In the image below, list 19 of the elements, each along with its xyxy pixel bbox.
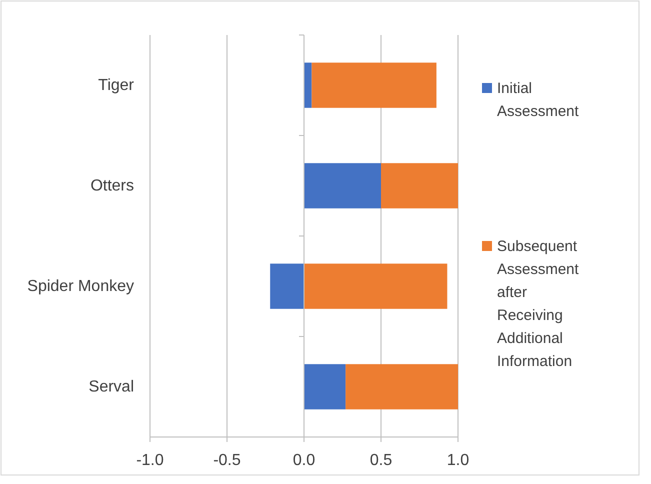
y-tick-label: Spider Monkey [27, 278, 134, 295]
bar [381, 163, 458, 208]
bar [304, 62, 312, 108]
bar [304, 163, 381, 208]
y-tick-label: Tiger [98, 76, 135, 94]
y-tick-label: Otters [90, 177, 134, 194]
x-tick-label: -1.0 [136, 452, 164, 469]
bar [270, 264, 304, 309]
x-tick-label: 1.0 [446, 452, 470, 469]
bar [304, 264, 448, 309]
legend-label: Subsequent Assessment after Receiving Additional Information [497, 237, 580, 370]
x-tick-label: 0.0 [292, 452, 316, 469]
bar [346, 364, 458, 410]
legend-label: Initial Assessment [497, 80, 580, 120]
x-tick-label: 0.5 [370, 452, 392, 469]
y-tick-label: Serval [88, 378, 134, 396]
bar [312, 62, 436, 108]
bar [304, 364, 346, 410]
x-tick-label: -0.5 [213, 452, 241, 469]
